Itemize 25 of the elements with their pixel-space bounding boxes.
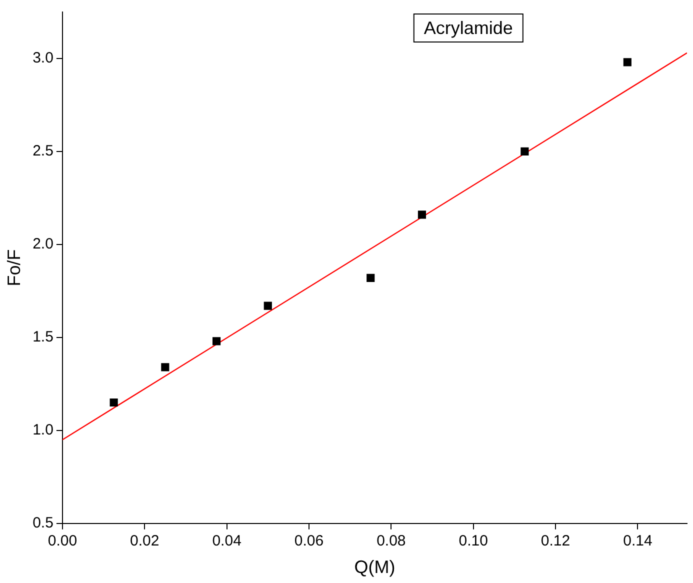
y-tick-label: 1.0 (32, 422, 54, 439)
y-tick-label: 3.0 (32, 50, 54, 67)
y-tick-label: 2.0 (32, 236, 54, 253)
point (110, 398, 118, 407)
point (212, 337, 221, 346)
point (366, 274, 375, 282)
x-tick-label: 0.14 (623, 532, 652, 550)
point (161, 363, 170, 372)
x-tick-label: 0.02 (130, 532, 160, 550)
x-tick-label: 0.10 (458, 532, 488, 550)
x-tick-label: 0.08 (376, 532, 406, 550)
point (264, 302, 272, 310)
x-axis-title: Q(M) (354, 557, 396, 578)
x-tick-label: 0.06 (294, 532, 324, 550)
point (623, 58, 632, 66)
chart-title: Acrylamide (424, 18, 513, 38)
point (418, 210, 426, 219)
y-axis-title: Fo/F (4, 249, 24, 286)
x-tick-label: 0.12 (540, 532, 570, 550)
y-tick-label: 1.5 (32, 328, 54, 346)
y-tick-label: 0.5 (32, 514, 54, 532)
point (520, 147, 529, 156)
x-tick-label: 0.04 (212, 532, 242, 550)
x-tick-label: 0.00 (48, 532, 78, 550)
y-tick-label: 2.5 (32, 142, 54, 160)
